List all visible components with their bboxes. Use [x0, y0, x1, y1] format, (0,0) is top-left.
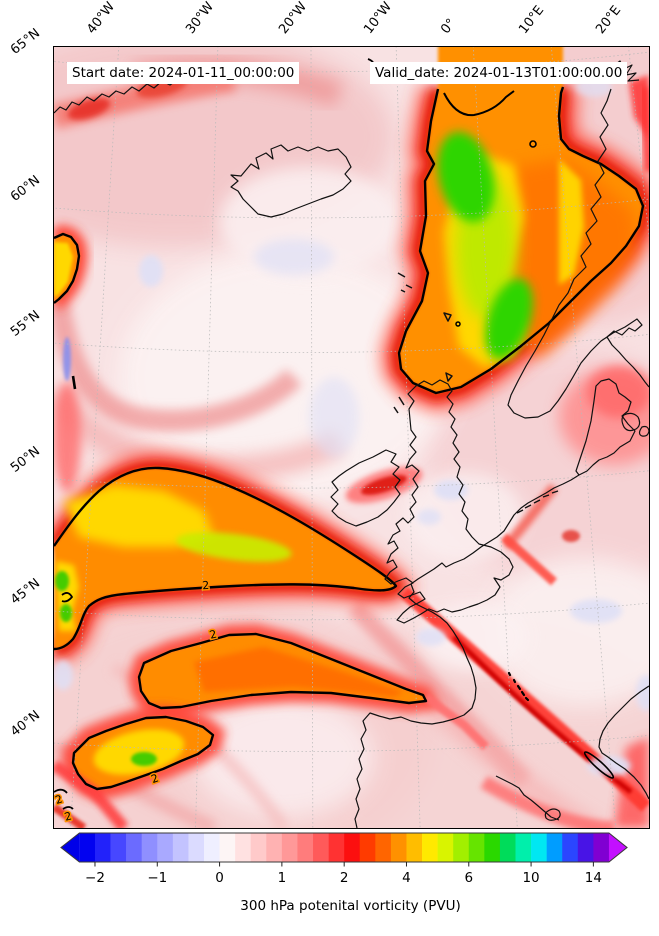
colorbar-segment — [500, 833, 516, 862]
colorbar-segment — [157, 833, 173, 862]
colorbar-segment — [188, 833, 204, 862]
colorbar-segment — [484, 833, 500, 862]
colorbar-segment — [375, 833, 391, 862]
left-axis-label: 65°N — [8, 26, 43, 58]
colorbar-segment — [79, 833, 95, 862]
colorbar-segment — [391, 833, 407, 862]
colorbar-tick-label: 6 — [464, 870, 473, 886]
colorbar-segment — [531, 833, 547, 862]
left-axis-label: 40°N — [8, 708, 43, 740]
colorbar-segment — [329, 833, 345, 862]
contour-label: 2 — [202, 579, 210, 592]
colorbar-left-arrow — [61, 833, 79, 862]
colorbar-segment — [547, 833, 563, 862]
top-axis-label: 10°E — [516, 3, 547, 37]
top-axis-label: 20°E — [593, 3, 624, 37]
colorbar-tick-label: 0 — [215, 870, 224, 886]
colorbar-segment — [266, 833, 282, 862]
colorbar-right-arrow — [609, 833, 627, 862]
figure: 40°W 30°W 20°W 10°W 0° 10°E 20°E 65°N 60°N 55°N 5… — [0, 0, 659, 936]
colorbar-tick-label: −2 — [85, 870, 105, 886]
colorbar-segment — [516, 833, 532, 862]
colorbar-segment — [204, 833, 220, 862]
top-axis-label: 0° — [438, 16, 459, 37]
colorbar-tick-label: 1 — [278, 870, 287, 886]
colorbar-tick-label: 4 — [402, 870, 411, 886]
map-canvas: 22222 — [54, 47, 649, 828]
colorbar-segment — [111, 833, 127, 862]
colorbar-segment — [360, 833, 376, 862]
colorbar-segment — [453, 833, 469, 862]
colorbar-segment — [469, 833, 485, 862]
top-axis-label: 30°W — [183, 0, 217, 37]
colorbar-segment — [297, 833, 313, 862]
colorbar-segment — [126, 833, 142, 862]
colorbar-segment — [406, 833, 422, 862]
start-date-box: Start date: 2024-01-11_00:00:00 — [67, 62, 299, 84]
colorbar-segment — [344, 833, 360, 862]
top-axis-label: 20°W — [276, 0, 310, 37]
top-axis-label: 40°W — [84, 0, 118, 37]
colorbar-segments — [79, 833, 609, 862]
colorbar-tick-label: 10 — [522, 870, 539, 886]
colorbar-tick-label: 14 — [585, 870, 602, 886]
colorbar-segment — [142, 833, 158, 862]
left-axis-label: 60°N — [8, 173, 43, 205]
colorbar-segment — [251, 833, 267, 862]
map-frame: 22222 — [53, 46, 650, 829]
colorbar-segment — [173, 833, 189, 862]
colorbar-segment — [235, 833, 251, 862]
colorbar-label: 300 hPa potenital vorticity (PVU) — [53, 898, 648, 914]
colorbar-segment — [578, 833, 594, 862]
valid-date-box: Valid_date: 2024-01-13T01:00:00.00 — [370, 62, 627, 84]
left-axis-label: 50°N — [8, 444, 43, 476]
colorbar-tick-label: 2 — [340, 870, 349, 886]
left-axis-label: 45°N — [8, 576, 43, 608]
colorbar-segment — [95, 833, 111, 862]
colorbar-segment — [438, 833, 454, 862]
colorbar-segment — [422, 833, 438, 862]
colorbar-segment — [282, 833, 298, 862]
colorbar-segment — [220, 833, 236, 862]
colorbar-segment — [313, 833, 329, 862]
left-axis-label: 55°N — [8, 308, 43, 340]
colorbar-segment — [593, 833, 609, 862]
top-axis-label: 10°W — [361, 0, 395, 37]
colorbar-tick-label: −1 — [147, 870, 167, 886]
colorbar-segment — [562, 833, 578, 862]
colorbar: −2 −1 0 1 2 4 6 10 14 — [53, 828, 648, 894]
colorbar-ticks: −2 −1 0 1 2 4 6 10 14 — [85, 862, 602, 886]
